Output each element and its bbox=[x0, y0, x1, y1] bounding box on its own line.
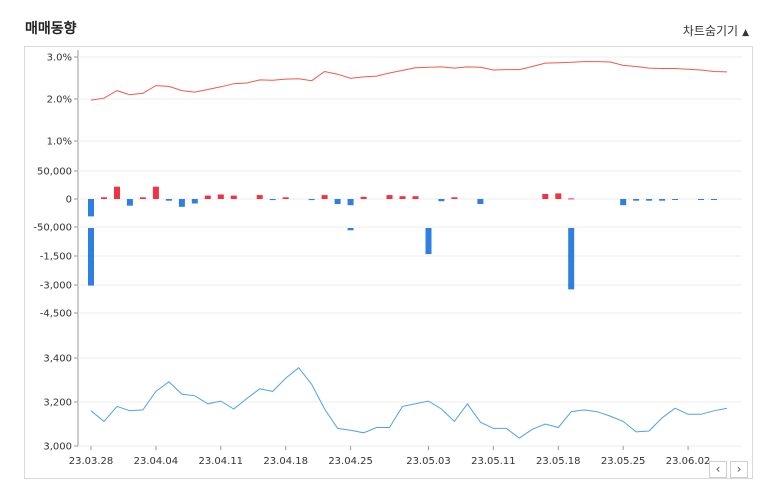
foreign-net-bar bbox=[451, 197, 458, 199]
foreign-net-bar bbox=[178, 199, 185, 207]
foreign-net-bar bbox=[308, 199, 315, 201]
foreign-net-bar bbox=[620, 199, 627, 206]
foreign-net-bar bbox=[477, 199, 484, 204]
foreign-net-bar bbox=[230, 195, 237, 199]
foreign-net-tick-label: -50,000 bbox=[33, 223, 72, 234]
foreign-net-bar bbox=[698, 199, 704, 200]
price-tick-label: 3,400 bbox=[43, 354, 72, 365]
foreign-net-bar bbox=[165, 199, 172, 201]
foreign-net-bar bbox=[412, 196, 419, 199]
price-tick-label: 3,000 bbox=[43, 442, 72, 453]
foreign-net-bar bbox=[659, 199, 666, 201]
x-tick-label: 23.06.02 bbox=[666, 456, 711, 467]
x-tick-label: 23.05.03 bbox=[406, 456, 451, 467]
foreign-net-bar bbox=[555, 193, 562, 199]
foreign-net-bar bbox=[204, 195, 211, 199]
chart-prev-button[interactable]: ‹ bbox=[709, 461, 727, 478]
foreign-net-bar bbox=[321, 195, 328, 199]
foreign-net-bar bbox=[101, 197, 107, 199]
x-tick-label: 23.04.11 bbox=[199, 456, 244, 467]
foreign-net-bar bbox=[269, 199, 276, 201]
ratio-tick-label: 2.0% bbox=[47, 95, 72, 106]
chart-next-button[interactable]: › bbox=[730, 461, 748, 478]
hide-chart-label: 차트숨기기 bbox=[682, 24, 739, 38]
foreign-net-bar bbox=[191, 199, 198, 204]
foreign-net-bar bbox=[360, 196, 367, 199]
foreign-net-bar bbox=[139, 197, 146, 199]
institution-net-tick-label: -1,500 bbox=[40, 252, 72, 263]
institution-net-bar bbox=[568, 228, 575, 290]
foreign-net-bar bbox=[711, 199, 717, 200]
foreign-net-bar bbox=[126, 199, 133, 206]
foreign-net-bar bbox=[386, 195, 393, 199]
chart-panel bbox=[24, 46, 753, 479]
institution-net-bar bbox=[88, 228, 94, 286]
x-tick-label: 23.04.18 bbox=[263, 456, 308, 467]
x-tick-label: 23.05.25 bbox=[601, 456, 646, 467]
hide-chart-button[interactable]: 차트숨기기 ▲ bbox=[683, 22, 749, 39]
foreign-net-bar bbox=[114, 186, 120, 199]
foreign-net-tick-label: 50,000 bbox=[37, 167, 72, 178]
foreign-net-bar bbox=[282, 197, 289, 199]
foreign-net-bar bbox=[152, 186, 159, 199]
institution-net-bar bbox=[347, 228, 354, 231]
foreign-net-bar bbox=[542, 194, 549, 199]
foreign-net-tick-label: 0 bbox=[66, 195, 72, 206]
foreign-net-bar bbox=[568, 198, 575, 200]
foreign-net-bar bbox=[438, 199, 445, 202]
price-tick-label: 3,200 bbox=[43, 398, 72, 409]
foreign-net-bar bbox=[672, 199, 679, 200]
foreign-net-bar bbox=[633, 199, 640, 201]
page-title: 매매동향 bbox=[25, 21, 77, 37]
foreign-net-bar bbox=[646, 199, 653, 201]
foreign-net-bar bbox=[217, 194, 224, 199]
foreign-net-bar bbox=[256, 195, 263, 199]
x-tick-label: 23.05.18 bbox=[536, 456, 581, 467]
foreign-net-bar bbox=[399, 196, 406, 199]
caret-up-icon: ▲ bbox=[742, 28, 749, 38]
x-tick-label: 23.03.28 bbox=[69, 456, 114, 467]
ratio-tick-label: 3.0% bbox=[47, 53, 72, 64]
foreign-net-bar bbox=[347, 199, 354, 206]
ratio-series-line bbox=[90, 61, 728, 101]
institution-net-tick-label: -3,000 bbox=[40, 281, 72, 292]
institution-net-tick-label: -4,500 bbox=[40, 309, 72, 320]
x-tick-label: 23.05.11 bbox=[471, 456, 516, 467]
x-tick-label: 23.04.25 bbox=[328, 456, 373, 467]
foreign-net-bar bbox=[88, 199, 94, 217]
institution-net-bar bbox=[425, 228, 432, 255]
ratio-tick-label: 1.0% bbox=[47, 137, 72, 148]
x-tick-label: 23.04.04 bbox=[134, 456, 179, 467]
foreign-net-bar bbox=[334, 199, 341, 204]
price-series-line bbox=[90, 366, 728, 439]
